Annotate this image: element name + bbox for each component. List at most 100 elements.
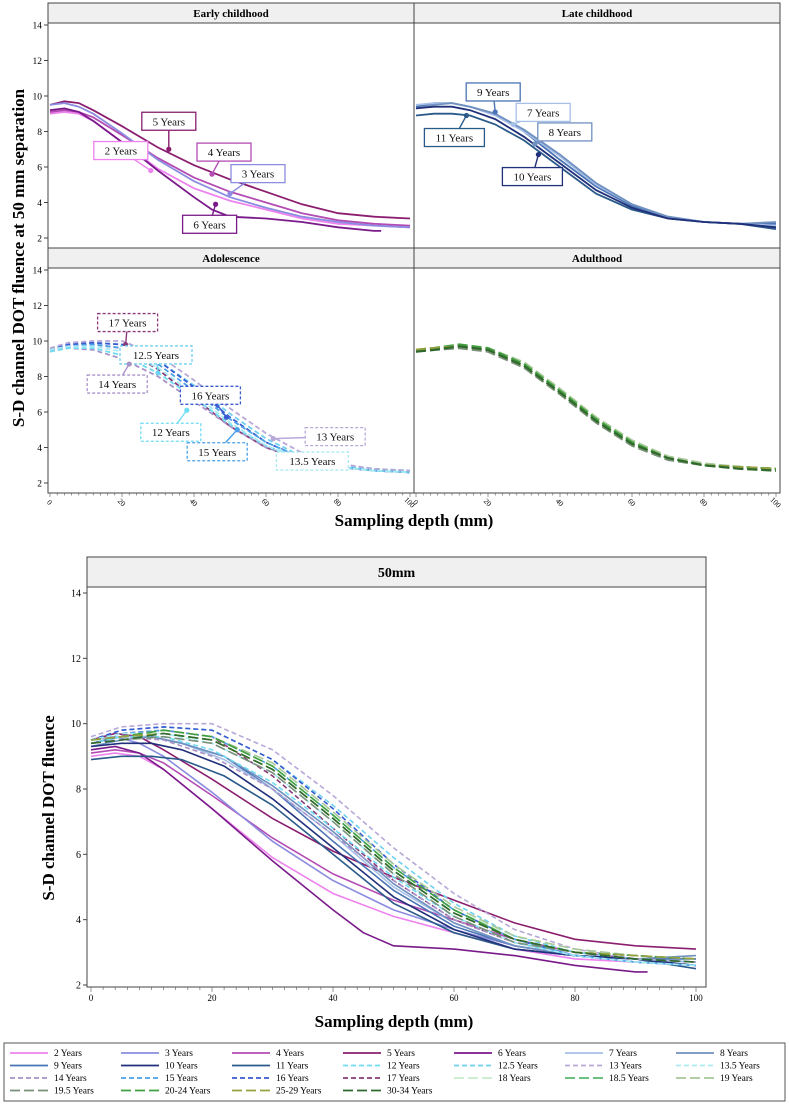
legend-label: 11 Years [276,1062,309,1072]
panel-header [413,247,781,269]
legend-entry-18-5-years: 18.5 Years [565,1074,649,1084]
x-tick-label: 20 [116,497,128,509]
facet-y-axis-label: S-D channel DOT fluence at 50 mm separat… [9,88,28,427]
main-series-line-20-24-years [90,729,697,960]
label-marker [532,141,538,147]
series-label: 12.5 Years [133,350,179,362]
legend-label: 20-24 Years [165,1087,211,1097]
label-box [93,140,149,161]
label-box [140,422,202,442]
label-marker [213,201,219,207]
y-tick-label: 4 [76,915,81,926]
legend-label: 17 Years [387,1074,420,1084]
label-marker [184,407,190,413]
legend-label: 9 Years [54,1062,82,1072]
label-marker [492,109,498,115]
y-tick-label: 4 [37,199,42,209]
y-tick-label: 14 [33,22,43,32]
legend-label: 19 Years [720,1074,753,1084]
y-tick-label: 10 [33,338,43,348]
label-marker [166,146,172,152]
series-label: 3 Years [242,169,274,181]
series-label: 5 Years [153,116,185,128]
panel-title: Adulthood [572,253,622,265]
legend-entry-12-years: 12 Years [343,1062,420,1072]
label-marker [126,361,132,367]
legend-entry-5-years: 5 Years [343,1049,415,1059]
y-tick-label: 10 [71,719,81,730]
legend-label: 30-34 Years [387,1087,433,1097]
series-line-2-years [49,111,411,229]
legend-label: 6 Years [498,1049,526,1059]
series-line-13-5-years [49,345,411,474]
legend-entry-12-5-years: 12.5 Years [454,1062,538,1072]
y-tick-label: 12 [33,57,43,67]
x-tick-label: 20 [208,993,218,1003]
label-box [119,345,193,365]
y-tick-label: 14 [71,589,81,600]
panel-lines [415,102,777,230]
series-line-3-years [49,102,411,229]
legend-entry-7-years: 7 Years [565,1049,637,1059]
label-box [515,102,571,123]
label-marker [234,427,240,433]
panel-early-childhood: Early childhood 2 4 6 8 10 12 14 5 Years 4 Years3… [33,2,415,249]
legend-entry-25-29-years: 25-29 Years [232,1087,322,1097]
legend-label: 13 Years [609,1062,642,1072]
series-label: 6 Years [193,219,225,231]
label-box [230,163,286,184]
series-line-30-34-years [415,345,777,472]
legend: 2 Years 3 Years 4 Years 5 Years 6 Years 7 Yea… [3,1042,786,1102]
legend-label: 3 Years [165,1049,193,1059]
panel-header [413,2,781,24]
main-header [86,556,707,588]
label-marker [270,436,276,442]
series-label: 16 Years [191,390,229,402]
legend-label: 25-29 Years [276,1087,322,1097]
legend-entry-30-34-years: 30-34 Years [343,1087,433,1097]
x-tick-label: 0 [45,498,54,507]
legend-entry-19-5-years: 19.5 Years [10,1087,94,1097]
series-line-19-years [415,343,777,470]
x-tick-label: 100 [768,495,782,509]
label-box [501,166,564,187]
x-tick-label: 80 [698,497,710,509]
main-series-line-19-5-years [90,735,697,963]
legend-entry-18-years: 18 Years [454,1074,531,1084]
legend-entry-3-years: 3 Years [121,1049,193,1059]
x-tick-label: 80 [332,497,344,509]
panel-frame [413,247,781,494]
main-series-line-16-years [90,726,697,967]
y-tick-label: 6 [37,409,42,419]
legend-label: 18.5 Years [609,1074,649,1084]
series-label: 10 Years [513,172,551,184]
x-tick-label: 60 [626,497,638,509]
y-tick-label: 14 [33,267,43,277]
legend-label: 19.5 Years [54,1087,94,1097]
label-box [86,374,148,394]
legend-label: 16 Years [276,1074,309,1084]
series-line-10-years [415,105,777,229]
label-box [304,426,366,447]
panel-frame [413,2,781,249]
series-line-12-years [49,347,411,474]
series-label: 17 Years [109,318,147,330]
x-tick-label: 0 [411,498,420,507]
legend-label: 12 Years [387,1062,420,1072]
panel-frame [47,2,415,249]
x-tick-label: 40 [329,993,339,1003]
series-line-6-years [49,107,382,232]
label-marker [223,414,229,420]
legend-entry-6-years: 6 Years [454,1049,526,1059]
main-chart-title: 50mm [378,566,416,581]
main-lines [90,722,697,973]
series-label: 13 Years [316,432,354,444]
y-tick-label: 2 [37,480,42,490]
legend-entry-11-years: 11 Years [232,1062,309,1072]
label-box [537,122,593,142]
label-marker [227,191,233,197]
x-tick-label: 40 [554,497,566,509]
legend-label: 8 Years [720,1049,748,1059]
series-label: 11 Years [436,133,474,145]
